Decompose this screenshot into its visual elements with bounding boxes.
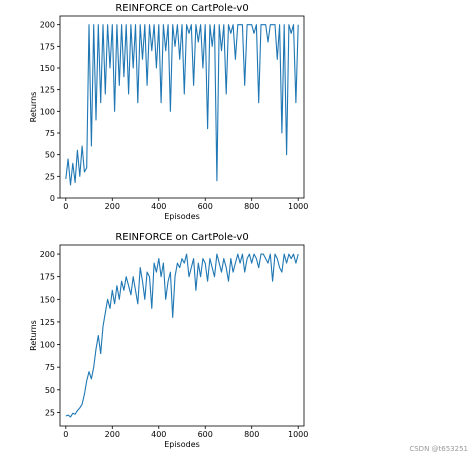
x-tick-label: 600 — [198, 202, 213, 211]
y-tick-label: 100 — [40, 107, 55, 116]
series-line — [65, 253, 299, 418]
x-tick-label: 200 — [105, 430, 120, 439]
y-tick-label: 125 — [40, 318, 55, 327]
x-tick-label: 800 — [244, 430, 259, 439]
x-tick-label: 400 — [151, 202, 166, 211]
y-tick-label: 0 — [50, 194, 55, 203]
x-tick-label: 0 — [63, 430, 68, 439]
csdn-watermark: CSDN @t653251 — [409, 445, 468, 453]
y-tick-label: 25 — [45, 172, 55, 181]
chart-title: REINFORCE on CartPole-v0 — [115, 3, 248, 14]
x-tick-label: 0 — [63, 202, 68, 211]
plot-frame — [59, 244, 305, 427]
y-tick-label: 150 — [40, 64, 55, 73]
y-tick-label: 200 — [40, 21, 55, 30]
y-tick-label: 25 — [45, 408, 55, 417]
chart-bottom: REINFORCE on CartPole-v0 0 200 400 600 800 100… — [29, 232, 308, 449]
y-axis-label: Returns — [29, 92, 38, 123]
x-tick-label: 200 — [105, 202, 120, 211]
y-tick-label: 175 — [40, 42, 55, 51]
chart-title: REINFORCE on CartPole-v0 — [115, 232, 248, 243]
y-tick-label: 75 — [45, 129, 55, 138]
x-tick-label: 1000 — [288, 202, 308, 211]
x-axis-label: Episodes — [164, 212, 200, 221]
x-axis-label: Episodes — [164, 440, 200, 449]
y-tick-label: 175 — [40, 273, 55, 282]
x-tick-label: 1000 — [288, 430, 308, 439]
x-tick-label: 600 — [198, 430, 213, 439]
y-tick-label: 50 — [45, 151, 55, 160]
y-tick-label: 75 — [45, 363, 55, 372]
x-tick-label: 400 — [151, 430, 166, 439]
plot-frame — [59, 15, 305, 199]
y-tick-label: 100 — [40, 341, 55, 350]
y-tick-label: 50 — [45, 386, 55, 395]
y-tick-label: 125 — [40, 86, 55, 95]
y-tick-label: 200 — [40, 250, 55, 259]
series-line — [65, 24, 299, 186]
y-axis-label: Returns — [29, 320, 38, 351]
y-tick-label: 150 — [40, 295, 55, 304]
x-tick-label: 800 — [244, 202, 259, 211]
chart-top: REINFORCE on CartPole-v0 0 200 400 600 800 100… — [29, 3, 308, 221]
